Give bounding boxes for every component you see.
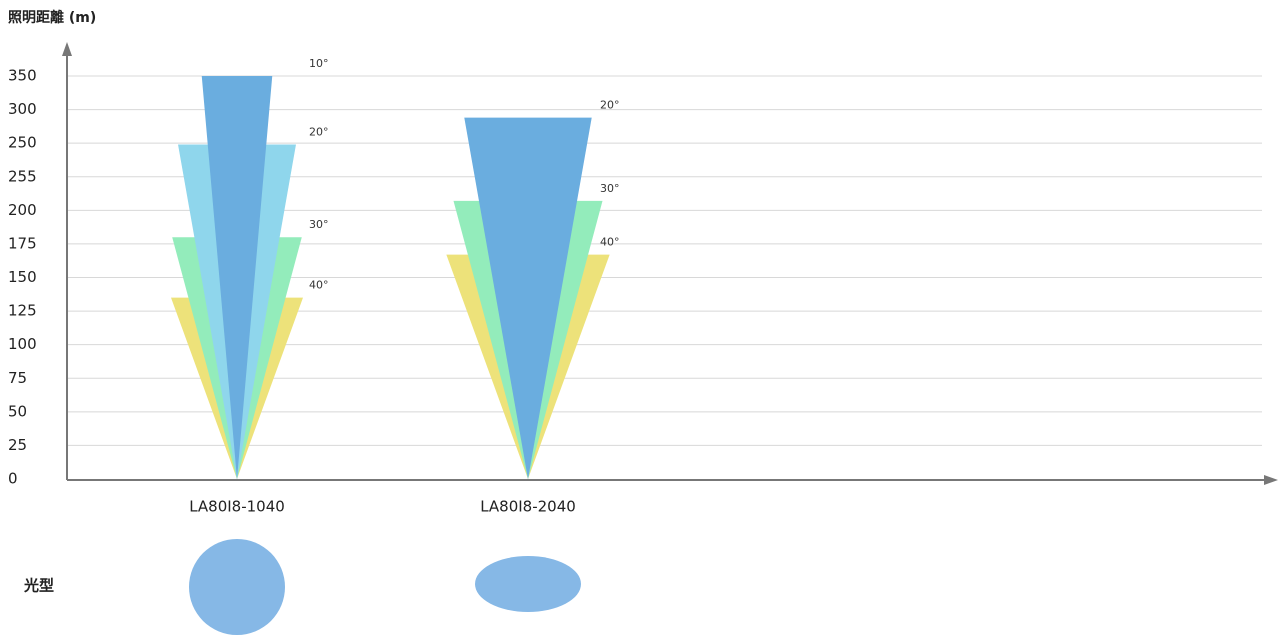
y-tick-label: 75 (8, 369, 27, 387)
y-tick-label: 300 (8, 100, 37, 118)
y-tick-label: 250 (8, 134, 37, 152)
y-tick-label: 150 (8, 268, 37, 286)
angle-label: 40° (309, 279, 329, 292)
x-tick-label: LA80I8-1040 (189, 498, 285, 516)
shape-label: 光型 (23, 577, 54, 595)
y-tick-label: 200 (8, 201, 37, 219)
y-axis-arrow (62, 42, 72, 56)
y-axis-title: 照明距離 (m) (8, 9, 96, 26)
beam (201, 76, 273, 479)
y-tick-label: 255 (8, 167, 37, 185)
beam (464, 117, 592, 479)
y-tick-label: 350 (8, 67, 37, 85)
beams (170, 76, 610, 479)
angle-label: 20° (600, 99, 620, 112)
angle-label: 20° (309, 126, 329, 139)
angle-label: 40° (600, 236, 620, 249)
axes (62, 42, 1278, 485)
angle-label: 30° (309, 218, 329, 231)
x-axis-arrow (1264, 475, 1278, 485)
y-tick-label: 50 (8, 402, 27, 420)
y-tick-label: 0 (8, 470, 18, 488)
round-light-shape (189, 539, 285, 635)
y-tick-label: 25 (8, 436, 27, 454)
oval-light-shape (475, 556, 581, 612)
y-tick-label: 175 (8, 234, 37, 252)
angle-label: 30° (600, 182, 620, 195)
x-tick-label: LA80I8-2040 (480, 498, 576, 516)
y-tick-label: 125 (8, 302, 37, 320)
y-tick-label: 100 (8, 335, 37, 353)
angle-label: 10° (309, 57, 329, 70)
